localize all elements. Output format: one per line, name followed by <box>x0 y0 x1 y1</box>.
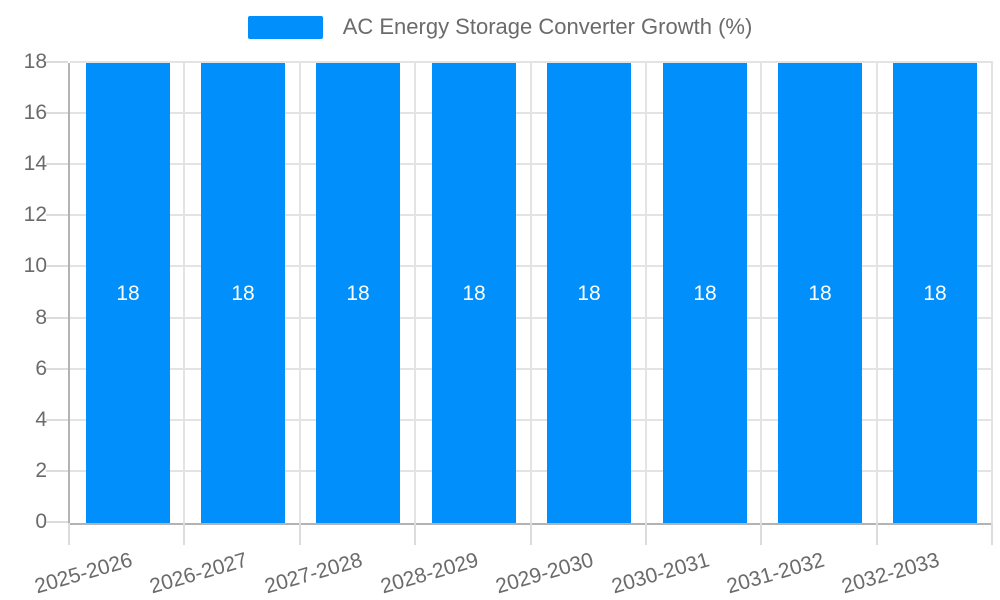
y-tick-16 <box>46 112 68 115</box>
bar-2029-2030[interactable]: 18 <box>547 63 631 523</box>
plot-area: 18 18 18 18 18 18 18 18 <box>68 61 993 525</box>
bar-2025-2026[interactable]: 18 <box>86 63 170 523</box>
x-tick-0 <box>68 523 70 545</box>
x-tick-2 <box>298 523 301 545</box>
legend-label: AC Energy Storage Converter Growth (%) <box>342 14 753 39</box>
h-gridline-10 <box>70 265 993 268</box>
v-gridline-8 <box>991 63 993 523</box>
v-gridline-2 <box>298 63 301 523</box>
bar-2027-2028[interactable]: 18 <box>316 63 400 523</box>
y-tick-14 <box>46 163 68 166</box>
x-tick-7 <box>875 523 878 545</box>
y-axis-label-10: 10 <box>23 254 47 278</box>
x-axis-label-2030-2031: 2030-2031 <box>608 548 712 599</box>
x-axis-label-2032-2033: 2032-2033 <box>839 548 943 599</box>
y-axis-label-12: 12 <box>23 203 47 227</box>
y-tick-2 <box>46 469 68 472</box>
y-axis-label-4: 4 <box>35 407 47 431</box>
x-axis-label-2025-2026: 2025-2026 <box>31 548 135 599</box>
y-tick-0 <box>46 521 68 523</box>
x-tick-3 <box>414 523 417 545</box>
y-axis-label-8: 8 <box>35 305 47 329</box>
legend-swatch-icon <box>247 15 323 39</box>
bar-2026-2027[interactable]: 18 <box>201 63 285 523</box>
bar-value-label-2031-2032: 18 <box>808 282 832 306</box>
bar-value-label-2032-2033: 18 <box>923 282 947 306</box>
y-axis-label-2: 2 <box>35 458 47 482</box>
v-gridline-5 <box>644 63 647 523</box>
h-gridline-6 <box>70 367 993 370</box>
h-gridline-12 <box>70 214 993 217</box>
x-axis-label-2026-2027: 2026-2027 <box>147 548 251 599</box>
x-tick-6 <box>760 523 763 545</box>
h-gridline-16 <box>70 112 993 115</box>
v-gridline-4 <box>529 63 532 523</box>
y-axis-label-6: 6 <box>35 356 47 380</box>
x-tick-4 <box>529 523 532 545</box>
y-tick-10 <box>46 265 68 268</box>
h-gridline-14 <box>70 163 993 166</box>
bar-value-label-2026-2027: 18 <box>231 282 255 306</box>
v-gridline-7 <box>875 63 878 523</box>
h-gridline-18 <box>70 61 993 63</box>
v-gridline-1 <box>183 63 186 523</box>
x-axis-label-2029-2030: 2029-2030 <box>493 548 597 599</box>
y-axis-label-16: 16 <box>23 101 47 125</box>
bar-value-label-2025-2026: 18 <box>116 282 140 306</box>
bar-value-label-2027-2028: 18 <box>346 282 370 306</box>
y-tick-8 <box>46 316 68 319</box>
h-gridline-4 <box>70 418 993 421</box>
bar-value-label-2030-2031: 18 <box>693 282 717 306</box>
x-tick-8 <box>991 523 993 545</box>
bar-2032-2033[interactable]: 18 <box>893 63 977 523</box>
h-gridline-2 <box>70 469 993 472</box>
legend-item-series[interactable]: AC Energy Storage Converter Growth (%) <box>247 14 753 40</box>
y-axis-label-0: 0 <box>35 510 47 533</box>
y-axis-line <box>68 63 70 523</box>
y-tick-12 <box>46 214 68 217</box>
h-gridline-8 <box>70 316 993 319</box>
y-axis-label-14: 14 <box>23 152 47 176</box>
y-tick-4 <box>46 418 68 421</box>
bar-2031-2032[interactable]: 18 <box>778 63 862 523</box>
x-axis-label-2027-2028: 2027-2028 <box>262 548 366 599</box>
x-tick-1 <box>183 523 186 545</box>
y-tick-6 <box>46 367 68 370</box>
x-axis-label-2028-2029: 2028-2029 <box>377 548 481 599</box>
x-tick-5 <box>644 523 647 545</box>
bar-value-label-2029-2030: 18 <box>577 282 601 306</box>
bar-2028-2029[interactable]: 18 <box>432 63 516 523</box>
x-axis-label-2031-2032: 2031-2032 <box>724 548 827 599</box>
y-tick-18 <box>46 61 68 63</box>
bar-value-label-2028-2029: 18 <box>462 282 486 306</box>
chart-legend: AC Energy Storage Converter Growth (%) <box>0 14 1000 40</box>
bar-2030-2031[interactable]: 18 <box>663 63 747 523</box>
v-gridline-3 <box>414 63 417 523</box>
v-gridline-6 <box>760 63 763 523</box>
y-axis-label-18: 18 <box>23 50 47 73</box>
